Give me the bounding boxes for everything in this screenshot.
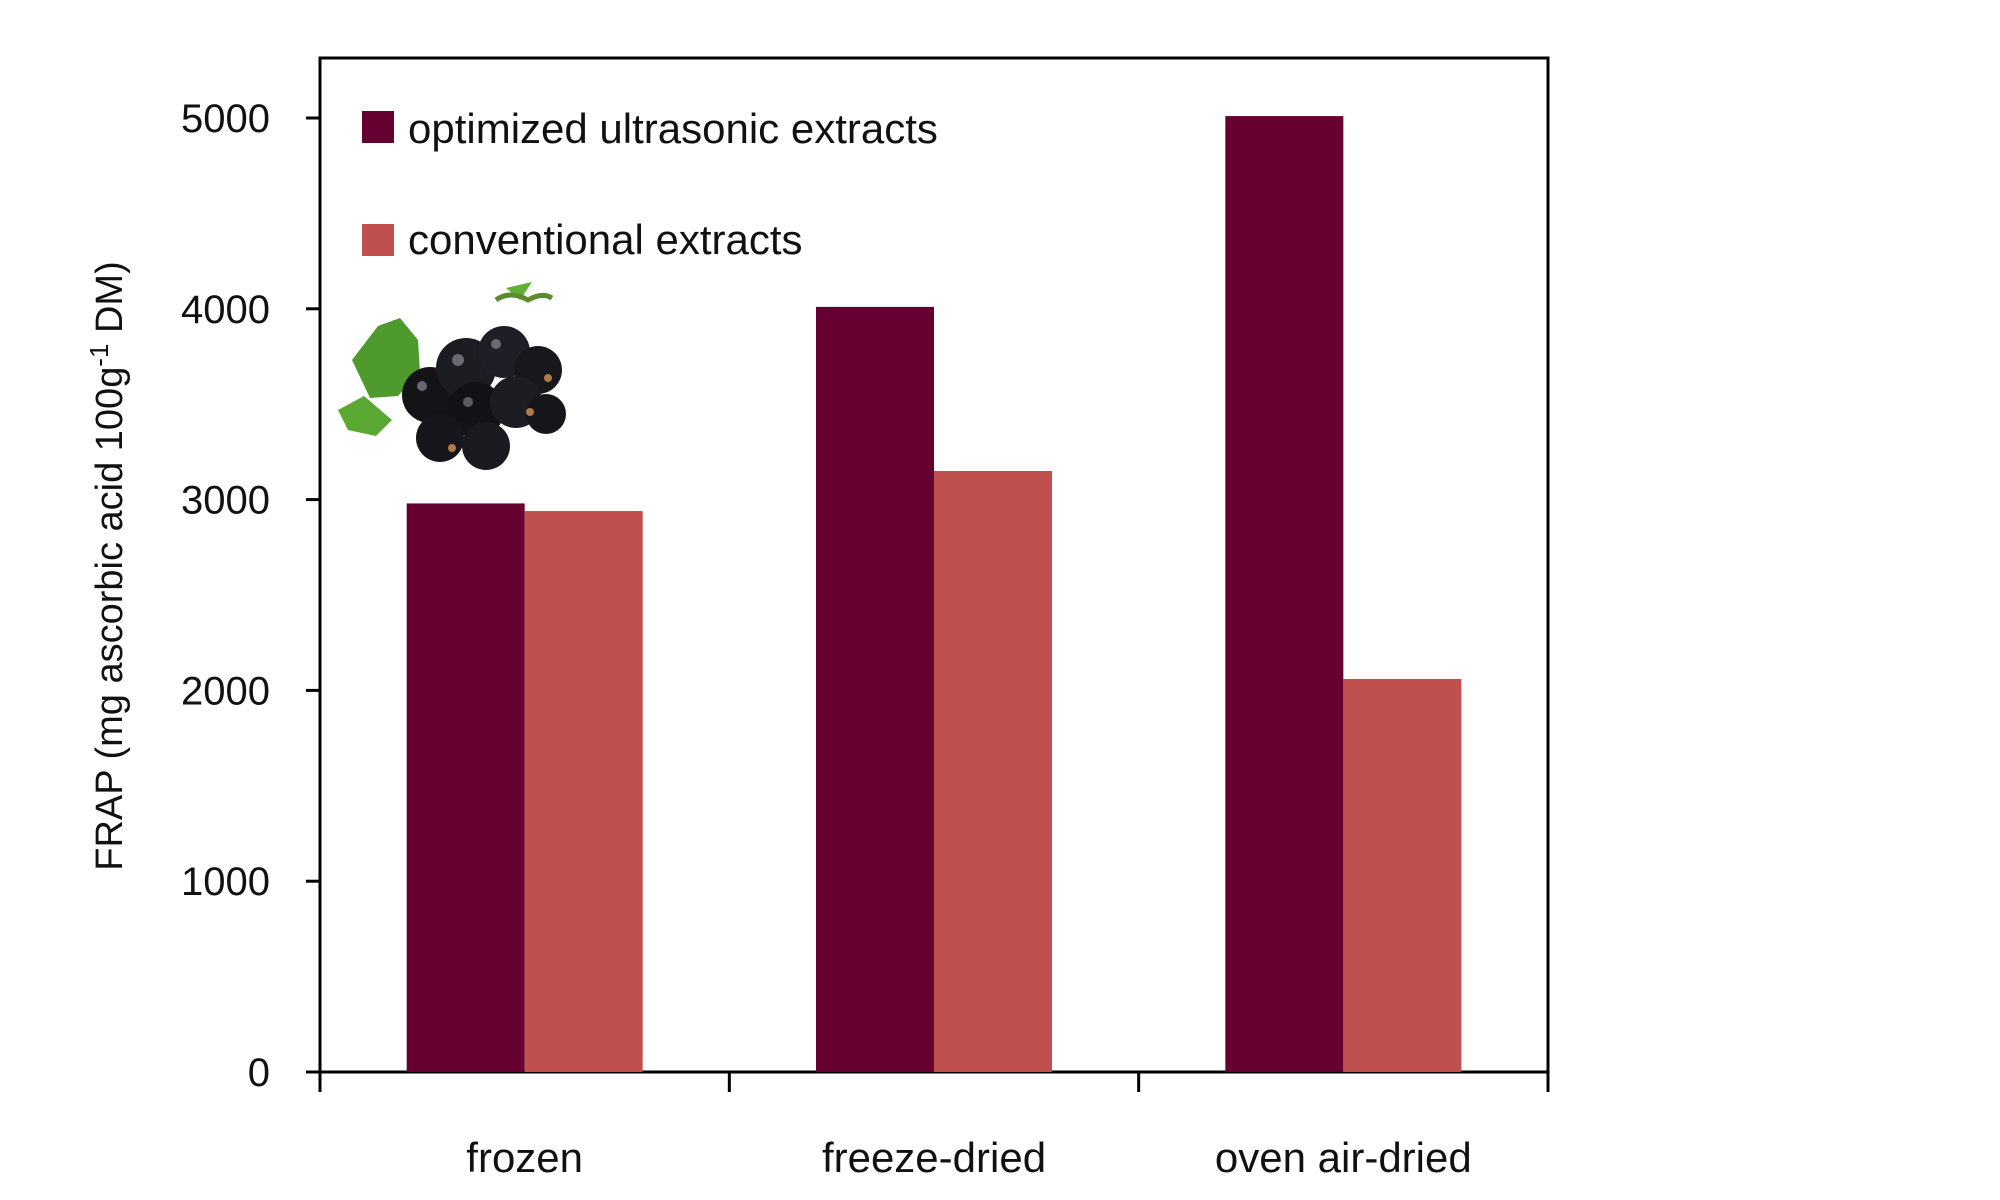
berry-highlight <box>463 397 473 407</box>
bar-ultrasonic-0 <box>406 503 525 1072</box>
leaf-shape <box>506 282 532 300</box>
y-tick-label: 5000 <box>181 97 270 141</box>
berry-tip <box>544 374 552 382</box>
stem-shape <box>494 292 554 303</box>
bar-ultrasonic-1 <box>816 306 934 1073</box>
legend-swatch-ultrasonic <box>362 111 394 143</box>
y-axis-title-prefix: FRAP (mg ascorbic acid 100g <box>89 367 131 871</box>
berry <box>462 422 510 470</box>
leaf-shape <box>338 396 392 436</box>
bar-conventional-1 <box>934 470 1052 1073</box>
legend-label-conventional: conventional extracts <box>408 216 803 263</box>
berry-highlight <box>491 339 501 349</box>
y-axis-title-suffix: DM) <box>89 261 131 343</box>
legend-swatch-conventional <box>362 224 394 256</box>
y-tick-label: 0 <box>248 1051 270 1095</box>
y-axis-title: FRAP (mg ascorbic acid 100g-1 DM) <box>84 261 131 871</box>
leaf-shape <box>352 318 420 398</box>
x-axis-ticks: frozen freeze-dried oven air-dried <box>318 1072 1550 1181</box>
y-axis-ticks: 0 1000 2000 3000 4000 5000 <box>181 97 320 1095</box>
x-category-label: oven air-dried <box>1215 1134 1472 1181</box>
y-tick-label: 1000 <box>181 860 270 904</box>
x-category-label: frozen <box>466 1134 583 1181</box>
berry-tip <box>526 408 534 416</box>
y-tick-label: 2000 <box>181 669 270 713</box>
bar-conventional-0 <box>524 511 643 1073</box>
legend-label-ultrasonic: optimized ultrasonic extracts <box>408 105 938 152</box>
berry-tip <box>448 444 456 452</box>
y-axis-title-superscript: -1 <box>84 344 114 367</box>
blackcurrant-image <box>338 282 566 470</box>
bar-conventional-2 <box>1343 678 1462 1072</box>
legend: optimized ultrasonic extracts convention… <box>362 105 938 263</box>
x-category-label: freeze-dried <box>822 1134 1046 1181</box>
bars-group <box>406 116 1462 1073</box>
berry <box>526 394 566 434</box>
berry <box>416 414 464 462</box>
y-tick-label: 4000 <box>181 288 270 332</box>
bar-ultrasonic-2 <box>1225 116 1344 1073</box>
berry-highlight <box>452 354 464 366</box>
berry-highlight <box>417 381 427 391</box>
y-tick-label: 3000 <box>181 479 270 523</box>
